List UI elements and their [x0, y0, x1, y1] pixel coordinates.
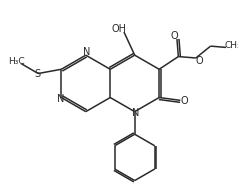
- Text: N: N: [57, 94, 64, 104]
- Text: N: N: [132, 108, 139, 118]
- Text: O: O: [171, 31, 178, 41]
- Text: S: S: [35, 69, 41, 79]
- Text: H₃C: H₃C: [8, 57, 25, 66]
- Text: OH: OH: [112, 24, 127, 34]
- Text: O: O: [195, 55, 203, 66]
- Text: N: N: [83, 47, 90, 57]
- Text: CH₃: CH₃: [225, 41, 238, 50]
- Text: O: O: [180, 96, 188, 106]
